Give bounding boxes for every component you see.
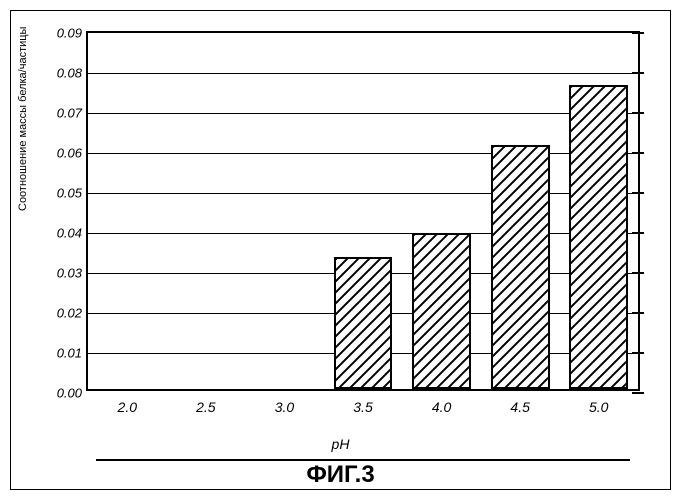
y-tick-mark — [632, 232, 644, 234]
y-tick-label: 0.01 — [57, 346, 82, 361]
x-axis-label: pH — [332, 436, 350, 452]
x-tick-label: 3.0 — [275, 399, 294, 415]
y-tick-label: 0.06 — [57, 146, 82, 161]
bar — [334, 257, 393, 389]
x-tick-label: 5.0 — [589, 399, 608, 415]
gridline — [88, 113, 638, 114]
y-tick-mark — [632, 32, 644, 34]
y-tick-mark — [632, 272, 644, 274]
y-tick-label: 0.07 — [57, 106, 82, 121]
gridline — [88, 193, 638, 194]
bar — [491, 145, 550, 389]
y-tick-mark — [632, 112, 644, 114]
y-tick-mark — [632, 192, 644, 194]
y-tick-label: 0.05 — [57, 186, 82, 201]
y-tick-label: 0.00 — [57, 386, 82, 401]
x-tick-label: 4.5 — [510, 399, 529, 415]
bar-hatch — [571, 87, 626, 387]
bar — [569, 85, 628, 389]
y-tick-mark — [632, 312, 644, 314]
y-tick-mark — [632, 72, 644, 74]
y-tick-label: 0.09 — [57, 26, 82, 41]
y-tick-mark — [632, 352, 644, 354]
chart-frame: Соотношение массы белка/частицы 0.000.01… — [10, 10, 671, 490]
y-tick-label: 0.04 — [57, 226, 82, 241]
bar — [412, 233, 471, 389]
gridline — [88, 153, 638, 154]
plot-area: 0.000.010.020.030.040.050.060.070.080.09… — [86, 31, 640, 391]
y-axis-label: Соотношение массы белка/частицы — [17, 27, 29, 211]
bar-hatch — [493, 147, 548, 387]
bar-hatch — [414, 235, 469, 387]
x-tick-label: 3.5 — [353, 399, 372, 415]
figure-label: ФИГ.3 — [306, 461, 374, 489]
y-tick-label: 0.08 — [57, 66, 82, 81]
y-tick-label: 0.02 — [57, 306, 82, 321]
x-tick-label: 4.0 — [432, 399, 451, 415]
bar-hatch — [336, 259, 391, 387]
gridline — [88, 73, 638, 74]
y-tick-mark — [632, 152, 644, 154]
y-tick-mark — [632, 392, 644, 394]
y-tick-label: 0.03 — [57, 266, 82, 281]
x-tick-label: 2.0 — [118, 399, 137, 415]
gridline — [88, 233, 638, 234]
x-tick-label: 2.5 — [196, 399, 215, 415]
